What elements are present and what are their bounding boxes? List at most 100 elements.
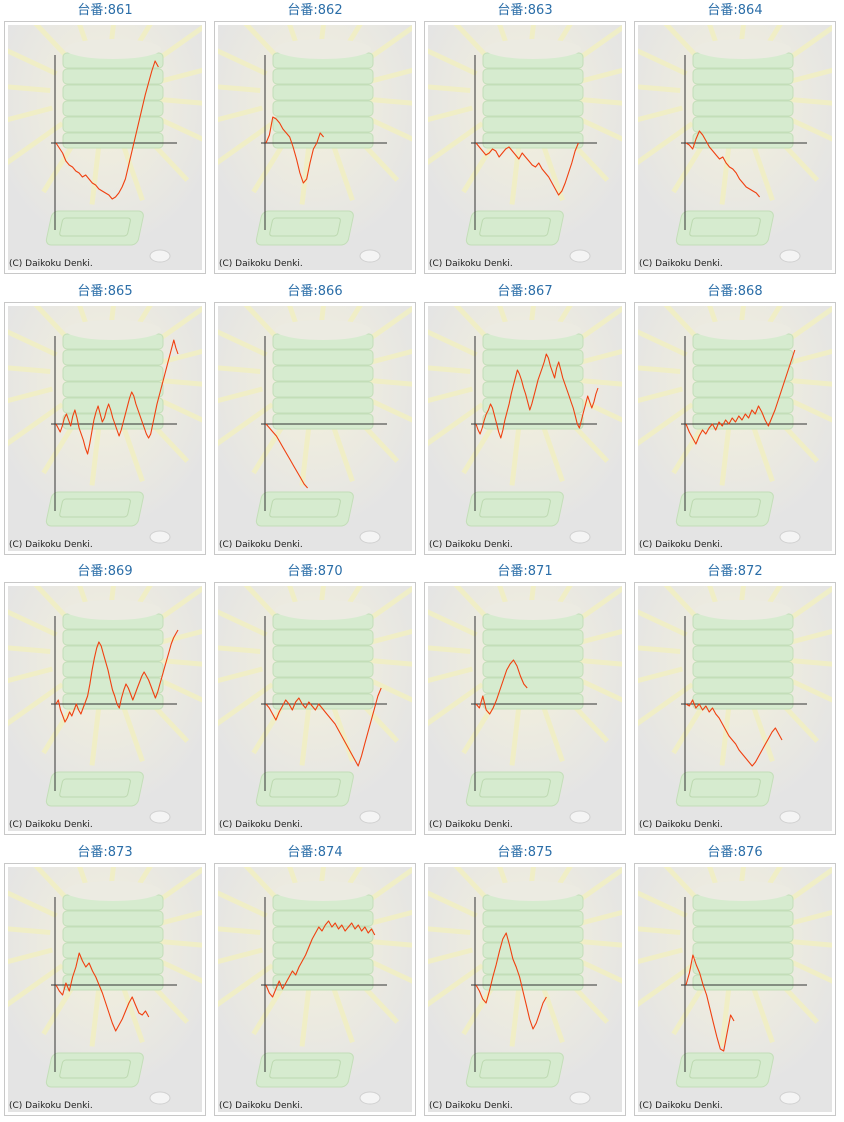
machine-number-title[interactable]: 台番:867 bbox=[497, 284, 553, 299]
graph-frame: (C) Daikoku Denki. bbox=[4, 582, 206, 835]
machine-number-title[interactable]: 台番:865 bbox=[77, 284, 133, 299]
graph-plot bbox=[8, 25, 202, 270]
machine-graph-card: 台番:876 (C) Daikoku Denki. bbox=[630, 842, 840, 1122]
machine-number-title[interactable]: 台番:864 bbox=[707, 3, 763, 18]
graph-frame: (C) Daikoku Denki. bbox=[214, 582, 416, 835]
graph-frame: (C) Daikoku Denki. bbox=[214, 21, 416, 274]
background-box-stack bbox=[692, 39, 794, 149]
graph-frame: (C) Daikoku Denki. bbox=[634, 21, 836, 274]
payout-series-line bbox=[55, 629, 179, 723]
machine-graph-card: 台番:872 (C) Daikoku Denki. bbox=[630, 561, 840, 841]
background-box-stack bbox=[692, 881, 794, 991]
copyright-text: (C) Daikoku Denki. bbox=[429, 259, 513, 269]
background-box-stack bbox=[62, 600, 164, 710]
background-coin bbox=[149, 810, 171, 824]
background-tray bbox=[255, 491, 354, 527]
graph-plot bbox=[428, 306, 622, 551]
machine-number-title[interactable]: 台番:870 bbox=[287, 564, 343, 579]
background-coin bbox=[149, 530, 171, 544]
payout-series-line bbox=[685, 349, 796, 445]
machine-number-title[interactable]: 台番:863 bbox=[497, 3, 553, 18]
copyright-text: (C) Daikoku Denki. bbox=[219, 1101, 303, 1111]
machine-number-title[interactable]: 台番:871 bbox=[497, 564, 553, 579]
copyright-text: (C) Daikoku Denki. bbox=[639, 820, 723, 830]
background-tray bbox=[675, 771, 774, 807]
copyright-text: (C) Daikoku Denki. bbox=[9, 820, 93, 830]
background-coin bbox=[149, 1091, 171, 1105]
background-tray bbox=[675, 1052, 774, 1088]
background-box-stack bbox=[272, 600, 374, 710]
background-box-stack bbox=[272, 39, 374, 149]
graph-plot bbox=[218, 306, 412, 551]
machine-number-title[interactable]: 台番:866 bbox=[287, 284, 343, 299]
background-tray bbox=[465, 210, 564, 246]
background-tray bbox=[45, 1052, 144, 1088]
background-tray bbox=[255, 1052, 354, 1088]
copyright-text: (C) Daikoku Denki. bbox=[219, 820, 303, 830]
graph-frame: (C) Daikoku Denki. bbox=[4, 302, 206, 555]
machine-graph-card: 台番:873 (C) Daikoku Denki. bbox=[0, 842, 210, 1122]
copyright-text: (C) Daikoku Denki. bbox=[639, 540, 723, 550]
machine-number-title[interactable]: 台番:862 bbox=[287, 3, 343, 18]
payout-series-line bbox=[475, 353, 599, 439]
graph-frame: (C) Daikoku Denki. bbox=[4, 21, 206, 274]
machine-number-title[interactable]: 台番:874 bbox=[287, 845, 343, 860]
graph-frame: (C) Daikoku Denki. bbox=[424, 863, 626, 1116]
background-coin bbox=[569, 810, 591, 824]
graph-plot bbox=[8, 586, 202, 831]
graph-plot bbox=[638, 586, 832, 831]
graph-frame: (C) Daikoku Denki. bbox=[634, 302, 836, 555]
machine-number-title[interactable]: 台番:875 bbox=[497, 845, 553, 860]
background-coin bbox=[569, 1091, 591, 1105]
machine-number-title[interactable]: 台番:876 bbox=[707, 845, 763, 860]
graph-frame: (C) Daikoku Denki. bbox=[424, 21, 626, 274]
machine-number-title[interactable]: 台番:873 bbox=[77, 845, 133, 860]
background-box-stack bbox=[692, 320, 794, 430]
machine-graph-card: 台番:875 (C) Daikoku Denki. bbox=[420, 842, 630, 1122]
machine-number-title[interactable]: 台番:869 bbox=[77, 564, 133, 579]
machine-number-title[interactable]: 台番:868 bbox=[707, 284, 763, 299]
background-box-stack bbox=[482, 881, 584, 991]
background-tray bbox=[465, 1052, 564, 1088]
payout-series-line bbox=[685, 130, 761, 198]
background-tray bbox=[45, 491, 144, 527]
graph-plot bbox=[428, 586, 622, 831]
graph-plot bbox=[218, 586, 412, 831]
machine-number-title[interactable]: 台番:872 bbox=[707, 564, 763, 579]
graph-plot bbox=[218, 867, 412, 1112]
graph-plot bbox=[638, 867, 832, 1112]
payout-series-line bbox=[265, 687, 382, 767]
copyright-text: (C) Daikoku Denki. bbox=[219, 259, 303, 269]
graph-plot bbox=[8, 306, 202, 551]
background-box-stack bbox=[482, 39, 584, 149]
copyright-text: (C) Daikoku Denki. bbox=[639, 259, 723, 269]
machine-graph-card: 台番:863 (C) Daikoku Denki. bbox=[420, 0, 630, 280]
background-coin bbox=[569, 530, 591, 544]
background-tray bbox=[255, 771, 354, 807]
background-box-stack bbox=[482, 320, 584, 430]
machine-graph-card: 台番:862 (C) Daikoku Denki. bbox=[210, 0, 420, 280]
payout-series-line bbox=[55, 60, 159, 200]
machine-graph-card: 台番:865 (C) Daikoku Denki. bbox=[0, 281, 210, 561]
machine-number-title[interactable]: 台番:861 bbox=[77, 3, 133, 18]
background-tray bbox=[45, 210, 144, 246]
background-coin bbox=[779, 530, 801, 544]
copyright-text: (C) Daikoku Denki. bbox=[9, 540, 93, 550]
background-coin bbox=[359, 530, 381, 544]
background-coin bbox=[359, 249, 381, 263]
payout-series-line bbox=[475, 932, 547, 1030]
graph-frame: (C) Daikoku Denki. bbox=[424, 302, 626, 555]
copyright-text: (C) Daikoku Denki. bbox=[219, 540, 303, 550]
payout-series-line bbox=[265, 920, 376, 998]
payout-series-line bbox=[265, 116, 325, 184]
graph-frame: (C) Daikoku Denki. bbox=[214, 863, 416, 1116]
background-coin bbox=[569, 249, 591, 263]
copyright-text: (C) Daikoku Denki. bbox=[9, 1101, 93, 1111]
machine-graph-card: 台番:874 (C) Daikoku Denki. bbox=[210, 842, 420, 1122]
copyright-text: (C) Daikoku Denki. bbox=[639, 1101, 723, 1111]
background-coin bbox=[779, 810, 801, 824]
background-tray bbox=[465, 491, 564, 527]
machine-graph-card: 台番:869 (C) Daikoku Denki. bbox=[0, 561, 210, 841]
background-tray bbox=[675, 210, 774, 246]
